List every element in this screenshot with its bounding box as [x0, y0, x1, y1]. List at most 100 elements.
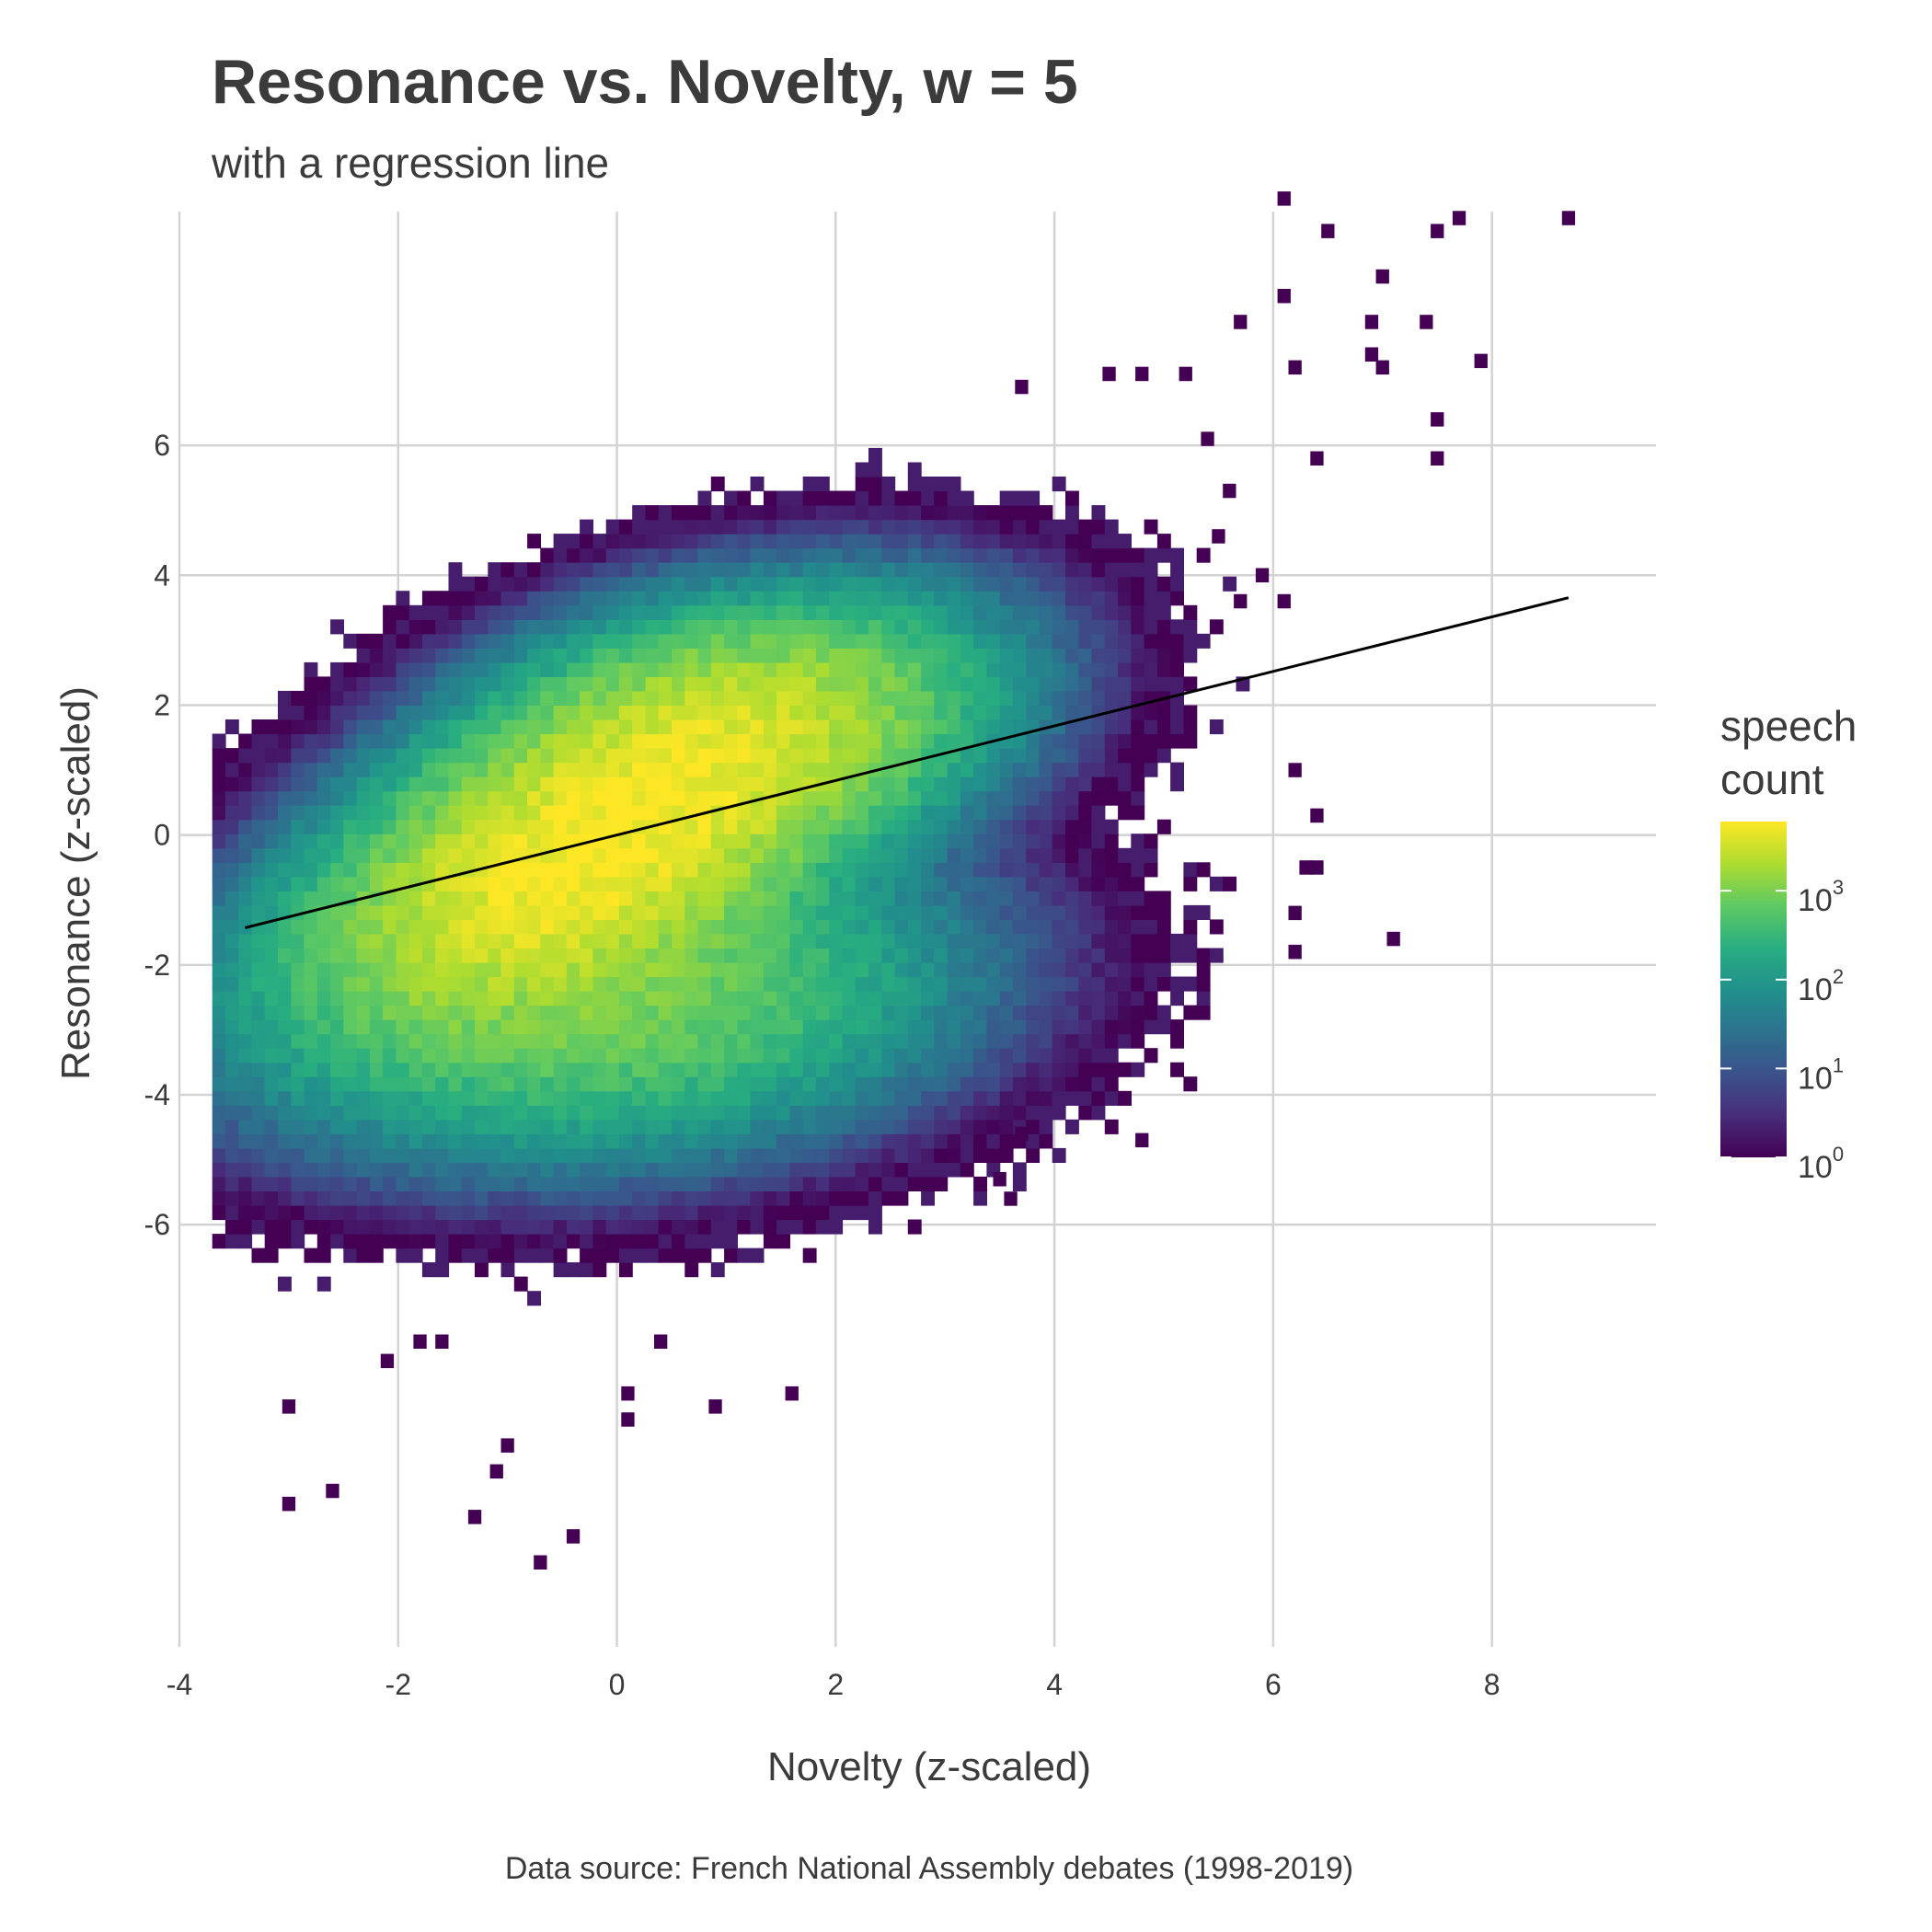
heatmap-bin [238, 962, 253, 978]
heatmap-bin [304, 919, 318, 935]
heatmap-bin [960, 1105, 974, 1121]
heatmap-bin [1052, 1048, 1066, 1064]
heatmap-bin [855, 648, 869, 663]
heatmap-bin [697, 633, 712, 649]
heatmap-bin [776, 604, 790, 620]
heatmap-bin [986, 1048, 1001, 1064]
heatmap-bin [592, 904, 607, 920]
heatmap-bin [973, 562, 987, 578]
heatmap-bin [868, 1033, 882, 1049]
heatmap-bin [1065, 490, 1079, 506]
heatmap-bin [934, 1048, 949, 1064]
heatmap-bin [330, 1048, 344, 1064]
heatmap-bin [435, 762, 450, 777]
heatmap-bin [540, 619, 555, 635]
heatmap-bin [1104, 733, 1119, 749]
heatmap-bin [1196, 1005, 1211, 1020]
heatmap-bin [684, 933, 699, 949]
heatmap-bin [658, 1005, 673, 1020]
heatmap-bin [1156, 661, 1171, 677]
heatmap-bin [448, 604, 463, 620]
heatmap-bin [513, 962, 528, 978]
heatmap-bin [789, 519, 804, 535]
heatmap-bin [251, 933, 266, 949]
heatmap-bin [488, 1005, 502, 1020]
heatmap-bin [960, 519, 974, 535]
heatmap-bin [789, 547, 804, 563]
heatmap-bin [934, 562, 949, 578]
heatmap-bin [1091, 576, 1106, 592]
heatmap-bin [580, 991, 593, 1006]
heatmap-bin [540, 1105, 555, 1121]
heatmap-bin [369, 719, 384, 735]
heatmap-bin [829, 904, 844, 920]
heatmap-bin [461, 776, 476, 792]
heatmap-bin [408, 847, 423, 863]
heatmap-bin [605, 790, 620, 806]
heatmap-bin [435, 633, 450, 649]
heatmap-bin [592, 891, 607, 906]
heatmap-bin [1052, 477, 1066, 492]
heatmap-bin [605, 519, 620, 535]
heatmap-bin [999, 748, 1014, 764]
heatmap-bin [251, 762, 266, 777]
heatmap-bin [356, 719, 371, 735]
outlier-bin [500, 1438, 514, 1453]
heatmap-bin [1091, 904, 1106, 920]
heatmap-bin [448, 962, 463, 978]
heatmap-bin [921, 1005, 935, 1020]
heatmap-bin [421, 1105, 436, 1121]
heatmap-bin [1144, 519, 1158, 535]
heatmap-bin [776, 1105, 790, 1121]
heatmap-bin [750, 1162, 765, 1178]
heatmap-bin [672, 648, 685, 663]
heatmap-bin [750, 834, 765, 849]
heatmap-bin [1118, 762, 1132, 777]
heatmap-bin [500, 591, 515, 606]
heatmap-bin [973, 834, 987, 849]
heatmap-bin [408, 834, 423, 849]
heatmap-bin [868, 1062, 882, 1077]
heatmap-bin [724, 648, 738, 663]
heatmap-bin [802, 1176, 817, 1191]
heatmap-bin [396, 1205, 410, 1221]
heatmap-bin [264, 862, 279, 878]
heatmap-bin [238, 805, 253, 821]
heatmap-bin [815, 933, 830, 949]
heatmap-bin [343, 976, 358, 992]
heatmap-bin [330, 1033, 344, 1049]
heatmap-bin [842, 490, 857, 506]
heatmap-bin [500, 976, 515, 992]
heatmap-bin [724, 933, 738, 949]
heatmap-bin [881, 1176, 896, 1191]
heatmap-bin [921, 562, 935, 578]
heatmap-bin [527, 805, 541, 821]
heatmap-bin [461, 1162, 476, 1178]
heatmap-bin [264, 1076, 279, 1092]
outlier-bin [1474, 353, 1488, 369]
heatmap-bin [264, 948, 279, 963]
heatmap-bin [421, 1176, 436, 1191]
heatmap-bin [1118, 748, 1132, 764]
heatmap-bin [304, 876, 318, 891]
outlier-bin [654, 1334, 668, 1349]
heatmap-bin [881, 1147, 896, 1163]
heatmap-bin [763, 805, 777, 821]
heatmap-bin [383, 762, 397, 777]
heatmap-bin [710, 1076, 725, 1092]
heatmap-bin [973, 1119, 987, 1134]
heatmap-bin [408, 733, 423, 749]
heatmap-bin [396, 948, 410, 963]
heatmap-bin [566, 991, 581, 1006]
heatmap-bin [343, 1048, 358, 1064]
heatmap-bin [921, 1090, 935, 1106]
heatmap-bin [513, 690, 528, 706]
heatmap-bin [396, 933, 410, 949]
heatmap-bin [750, 1119, 765, 1134]
heatmap-bin [1065, 505, 1079, 521]
y-tick-label: 2 [154, 688, 170, 721]
heatmap-bin [881, 904, 896, 920]
heatmap-bin [934, 904, 949, 920]
heatmap-bin [383, 1062, 397, 1077]
heatmap-bin [947, 1048, 961, 1064]
